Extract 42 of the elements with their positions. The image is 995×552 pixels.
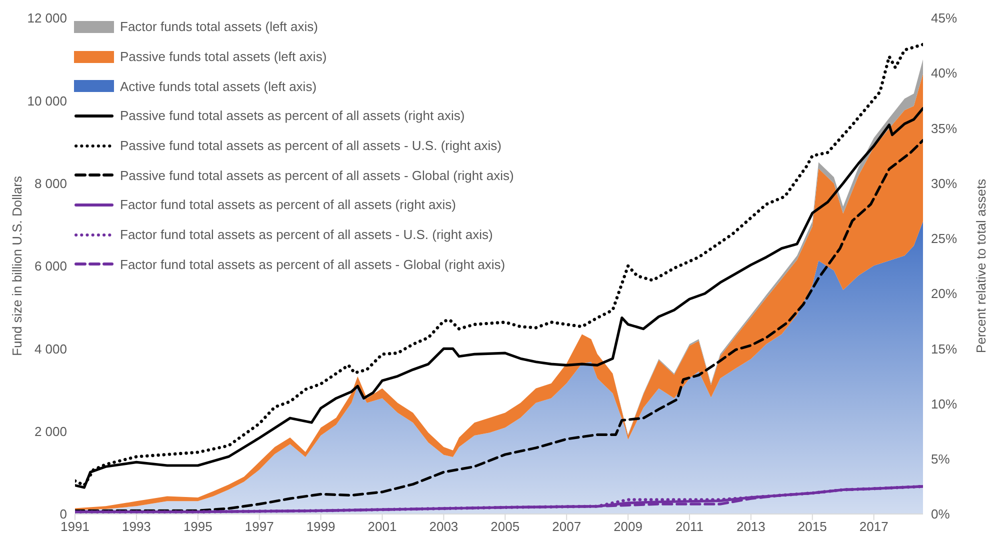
y2-tick-label: 40% — [931, 66, 958, 81]
y2-axis-title: Percent relative to total assets — [974, 178, 989, 354]
y-tick-label: 0 — [60, 506, 67, 522]
y-axis-title: Fund size in billion U.S. Dollars — [10, 176, 25, 356]
x-tick-label: 1997 — [244, 519, 274, 534]
y-tick-label: 6 000 — [34, 258, 67, 274]
y2-tick-label: 25% — [931, 231, 958, 246]
legend-label: Passive fund total assets as percent of all assets - Global (right axis) — [120, 168, 514, 183]
legend-label: Passive funds total assets (left axis) — [120, 49, 327, 64]
legend-label: Factor fund total assets as percent of all assets - U.S. (right axis) — [120, 227, 493, 242]
y-tick-label: 10 000 — [27, 93, 67, 108]
x-tick-label: 2005 — [490, 519, 520, 534]
y2-tick-label: 30% — [931, 176, 958, 191]
y2-tick-label: 20% — [931, 286, 958, 302]
x-tick-label: 2013 — [736, 519, 766, 534]
y-tick-label: 12 000 — [27, 10, 67, 26]
y-tick-label: 8 000 — [34, 176, 67, 191]
x-tick-label: 1995 — [183, 519, 212, 534]
x-tick-label: 2015 — [798, 519, 827, 534]
x-tick-label: 2007 — [552, 519, 582, 534]
y2-tick-label: 45% — [931, 10, 958, 26]
y2-tick-label: 10% — [931, 396, 958, 412]
y2-tick-label: 15% — [931, 341, 958, 356]
x-tick-label: 2009 — [614, 519, 643, 534]
y-tick-label: 2 000 — [34, 424, 67, 439]
x-tick-label: 1991 — [60, 519, 90, 534]
y2-tick-label: 35% — [931, 120, 958, 136]
legend-label: Active funds total assets (left axis) — [120, 78, 317, 94]
x-tick-label: 2011 — [676, 519, 704, 534]
legend-label: Factor funds total assets (left axis) — [120, 19, 318, 34]
legend-label: Factor fund total assets as percent of all assets (right axis) — [120, 197, 456, 212]
y-tick-label: 4 000 — [34, 341, 67, 356]
legend-label: Passive fund total assets as percent of all assets - U.S. (right axis) — [120, 138, 502, 154]
x-tick-label: 1999 — [306, 519, 336, 534]
x-tick-label: 2003 — [429, 519, 458, 534]
x-tick-label: 2017 — [859, 519, 888, 534]
legend-label: Passive fund total assets as percent of all assets (right axis) — [120, 108, 465, 124]
x-tick-label: 1993 — [122, 519, 151, 534]
x-tick-label: 2001 — [368, 519, 397, 534]
legend-label: Factor fund total assets as percent of all assets - Global (right axis) — [120, 256, 506, 272]
y2-tick-label: 5% — [931, 452, 950, 467]
y2-tick-label: 0% — [931, 506, 950, 522]
